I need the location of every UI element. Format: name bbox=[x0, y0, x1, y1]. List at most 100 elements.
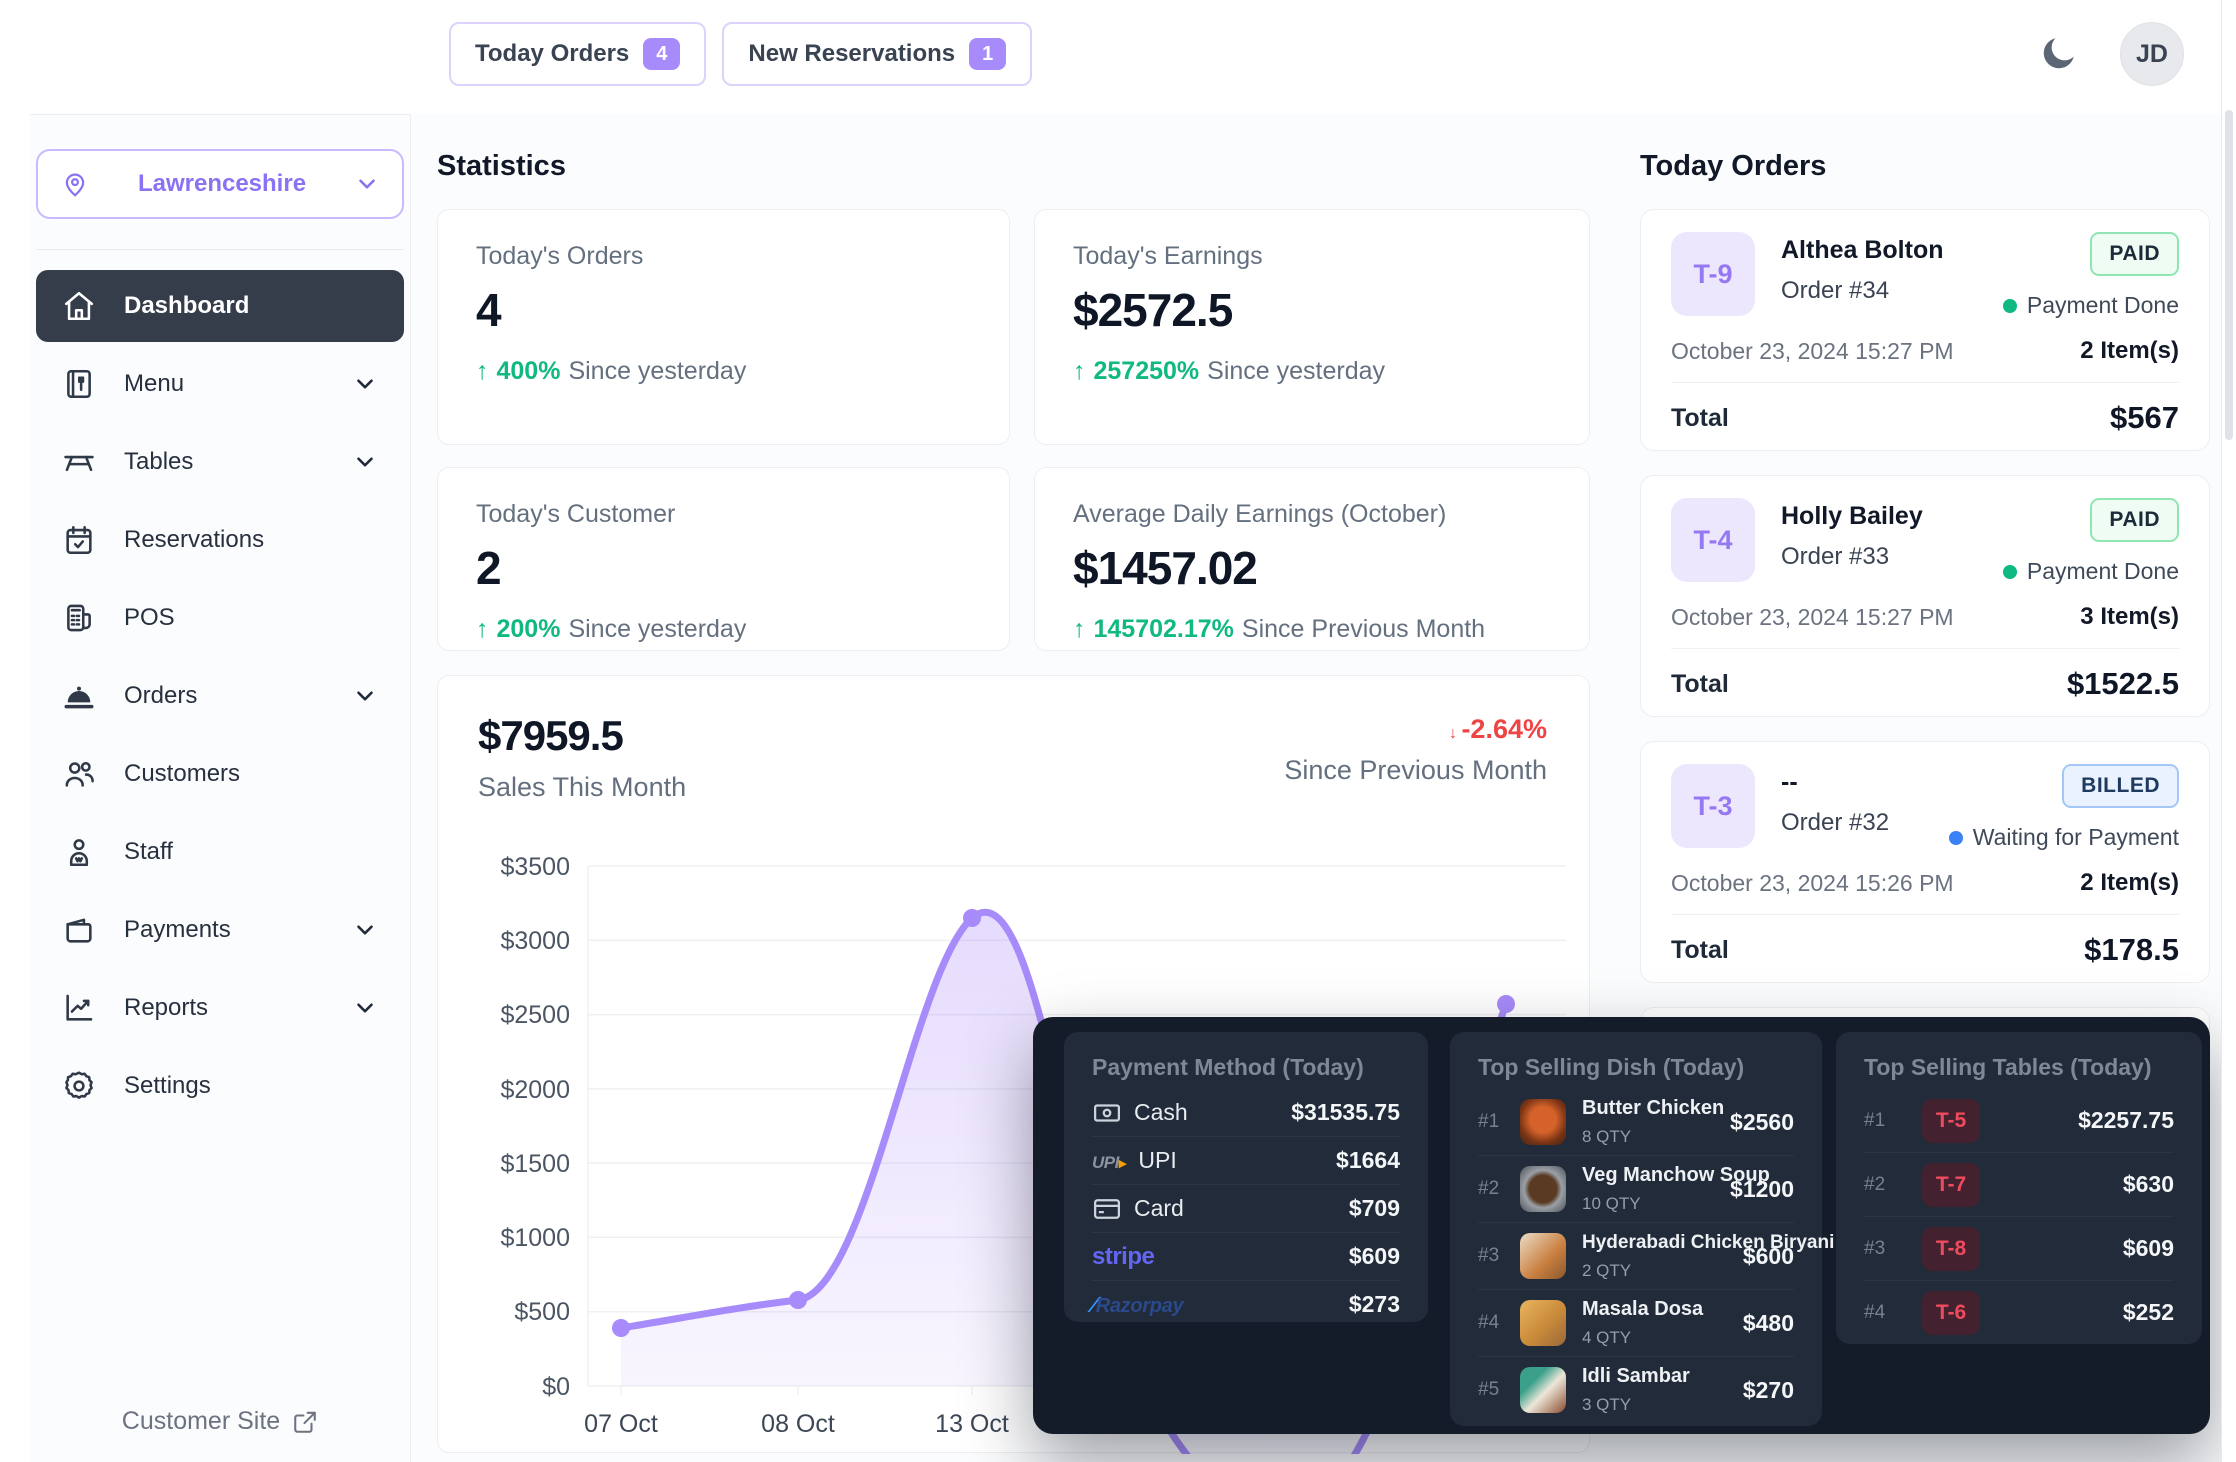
stat-delta: ↑ 200% Since yesterday bbox=[476, 615, 971, 644]
stat-label: Today's Earnings bbox=[1073, 242, 1263, 270]
sales-subtitle: Sales This Month bbox=[478, 772, 687, 802]
avatar-initials: JD bbox=[2136, 39, 2168, 68]
svg-text:07 Oct: 07 Oct bbox=[584, 1410, 658, 1438]
stat-card-todays-earnings: Today's Earnings $2572.5 ↑ 257250% Since… bbox=[1034, 209, 1590, 445]
staff-person-icon bbox=[69, 839, 89, 867]
wallet-icon bbox=[66, 918, 92, 943]
sidebar-item-orders[interactable]: Orders bbox=[36, 660, 404, 732]
table-code-badge: T-8 bbox=[1922, 1226, 1980, 1271]
payment-status: Waiting for Payment bbox=[1948, 824, 2179, 851]
svg-text:$2000: $2000 bbox=[500, 1076, 570, 1104]
order-datetime: October 23, 2024 15:27 PM bbox=[1671, 337, 1954, 364]
today-orders-panel: Today Orders T-9 Althea Bolton Order #34… bbox=[1640, 114, 2210, 1052]
customer-name: -- bbox=[1781, 768, 1798, 796]
location-pin-icon bbox=[65, 173, 85, 197]
sidebar-item-pos[interactable]: POS bbox=[36, 582, 404, 654]
order-card-34[interactable]: T-9 Althea Bolton Order #34 PAID Payment… bbox=[1640, 209, 2210, 451]
payment-row-razorpay: ∕Razorpay $273 bbox=[1092, 1281, 1400, 1328]
content-area: Lawrenceshire Dashboard Menu Tables Re bbox=[30, 114, 2222, 1462]
sidebar-item-label: Reservations bbox=[124, 526, 265, 553]
green-dot-icon bbox=[2002, 564, 2017, 579]
sidebar-item-reports[interactable]: Reports bbox=[36, 972, 404, 1044]
top-selling-dish-heading: Top Selling Dish (Today) bbox=[1478, 1054, 1745, 1080]
chevron-down-icon bbox=[357, 691, 373, 701]
sidebar-item-menu[interactable]: Menu bbox=[36, 348, 404, 420]
sidebar-item-tables[interactable]: Tables bbox=[36, 426, 404, 498]
new-reservations-button[interactable]: New Reservations 1 bbox=[722, 22, 1033, 86]
stat-card-todays-orders: Today's Orders 4 ↑ 400% Since yesterday bbox=[437, 209, 1010, 445]
divider bbox=[1671, 382, 2179, 383]
order-number: Order #33 bbox=[1781, 543, 1890, 570]
sidebar-item-reservations[interactable]: Reservations bbox=[36, 504, 404, 576]
order-total: $567 bbox=[2110, 400, 2179, 435]
table-code-badge: T-7 bbox=[1922, 1162, 1980, 1207]
arrow-up-icon: ↑ bbox=[476, 357, 489, 385]
dish-image bbox=[1520, 1099, 1566, 1145]
sidebar-item-label: POS bbox=[124, 604, 175, 631]
svg-text:$500: $500 bbox=[514, 1298, 570, 1326]
razorpay-logo: ∕Razorpay bbox=[1092, 1292, 1184, 1317]
sidebar-item-payments[interactable]: Payments bbox=[36, 894, 404, 966]
order-number: Order #34 bbox=[1781, 277, 1890, 304]
upi-logo-icon: UPI▸ bbox=[1092, 1153, 1127, 1172]
location-selector[interactable]: Lawrenceshire bbox=[36, 149, 404, 219]
sidebar-item-label: Orders bbox=[124, 682, 198, 709]
sidebar: Lawrenceshire Dashboard Menu Tables Re bbox=[30, 114, 411, 1462]
sidebar-item-label: Reports bbox=[124, 994, 209, 1021]
order-card-33[interactable]: T-4 Holly Bailey Order #33 PAID Payment … bbox=[1640, 475, 2210, 717]
today-orders-button[interactable]: Today Orders 4 bbox=[449, 22, 707, 86]
menu-book-icon bbox=[67, 369, 91, 399]
dark-mode-toggle[interactable] bbox=[2036, 32, 2080, 76]
table-rank-row: #4 T-6 $252 bbox=[1864, 1281, 2174, 1344]
stat-delta: ↑ 257250% Since yesterday bbox=[1073, 357, 1551, 386]
stat-value: 2 bbox=[476, 542, 502, 594]
payment-amount: $1664 bbox=[1336, 1147, 1400, 1173]
today-orders-button-label: Today Orders bbox=[475, 40, 630, 67]
table-badge: T-9 bbox=[1671, 232, 1755, 316]
moon-icon bbox=[2043, 38, 2074, 69]
topbar-buttons: Today Orders 4 New Reservations 1 bbox=[449, 22, 1033, 86]
page-scrollbar[interactable] bbox=[2221, 0, 2236, 1462]
dish-row: #5 Idli Sambar 3 QTY $270 bbox=[1478, 1365, 1794, 1414]
sidebar-item-settings[interactable]: Settings bbox=[36, 1050, 404, 1122]
table-rank-row: #2 T-7 $630 bbox=[1864, 1153, 2174, 1217]
sidebar-item-label: Staff bbox=[124, 838, 173, 865]
order-item-count: 3 Item(s) bbox=[2080, 603, 2179, 630]
stat-label: Today's Customer bbox=[476, 500, 676, 528]
sales-delta-block: ↓ -2.64% Since Previous Month bbox=[1284, 714, 1547, 786]
sidebar-item-label: Settings bbox=[124, 1072, 211, 1099]
sales-total: $7959.5 bbox=[478, 712, 624, 759]
customer-site-link[interactable]: Customer Site bbox=[30, 1407, 410, 1436]
new-reservations-count-badge: 1 bbox=[969, 38, 1007, 70]
scrollbar-thumb[interactable] bbox=[2225, 110, 2233, 440]
dish-image bbox=[1520, 1300, 1566, 1346]
dish-row: #3 Hyderabadi Chicken Biryani 2 QTY $600 bbox=[1478, 1223, 1834, 1290]
svg-text:$3500: $3500 bbox=[500, 853, 570, 881]
table-rank-row: #1 T-5 $2257.75 bbox=[1864, 1089, 2174, 1153]
customer-site-label: Customer Site bbox=[121, 1407, 281, 1435]
customer-name: Althea Bolton bbox=[1781, 236, 1944, 264]
sidebar-item-dashboard[interactable]: Dashboard bbox=[36, 270, 404, 342]
order-total: $1522.5 bbox=[2066, 666, 2179, 701]
sidebar-item-label: Payments bbox=[124, 916, 231, 943]
payment-amount: $31535.75 bbox=[1291, 1099, 1400, 1125]
sidebar-item-label: Customers bbox=[124, 760, 241, 787]
order-number: Order #32 bbox=[1781, 809, 1890, 836]
stat-delta-period: Since yesterday bbox=[1207, 357, 1386, 385]
order-card-32[interactable]: T-3 -- Order #32 BILLED Waiting for Paym… bbox=[1640, 741, 2210, 983]
order-total: $178.5 bbox=[2084, 932, 2179, 967]
sidebar-item-customers[interactable]: Customers bbox=[36, 738, 404, 810]
sidebar-item-staff[interactable]: Staff bbox=[36, 816, 404, 888]
avatar[interactable]: JD bbox=[2120, 22, 2184, 86]
arrow-up-icon: ↑ bbox=[1073, 615, 1086, 643]
svg-text:$0: $0 bbox=[542, 1373, 570, 1401]
users-icon bbox=[65, 761, 94, 787]
stat-delta-value: 200% bbox=[496, 615, 561, 643]
stat-delta-value: 145702.17% bbox=[1093, 615, 1234, 643]
status-badge: BILLED bbox=[2062, 764, 2179, 808]
total-label: Total bbox=[1671, 403, 1729, 432]
chevron-down-icon bbox=[359, 179, 375, 189]
order-item-count: 2 Item(s) bbox=[2080, 337, 2179, 364]
svg-text:$1000: $1000 bbox=[500, 1224, 570, 1252]
